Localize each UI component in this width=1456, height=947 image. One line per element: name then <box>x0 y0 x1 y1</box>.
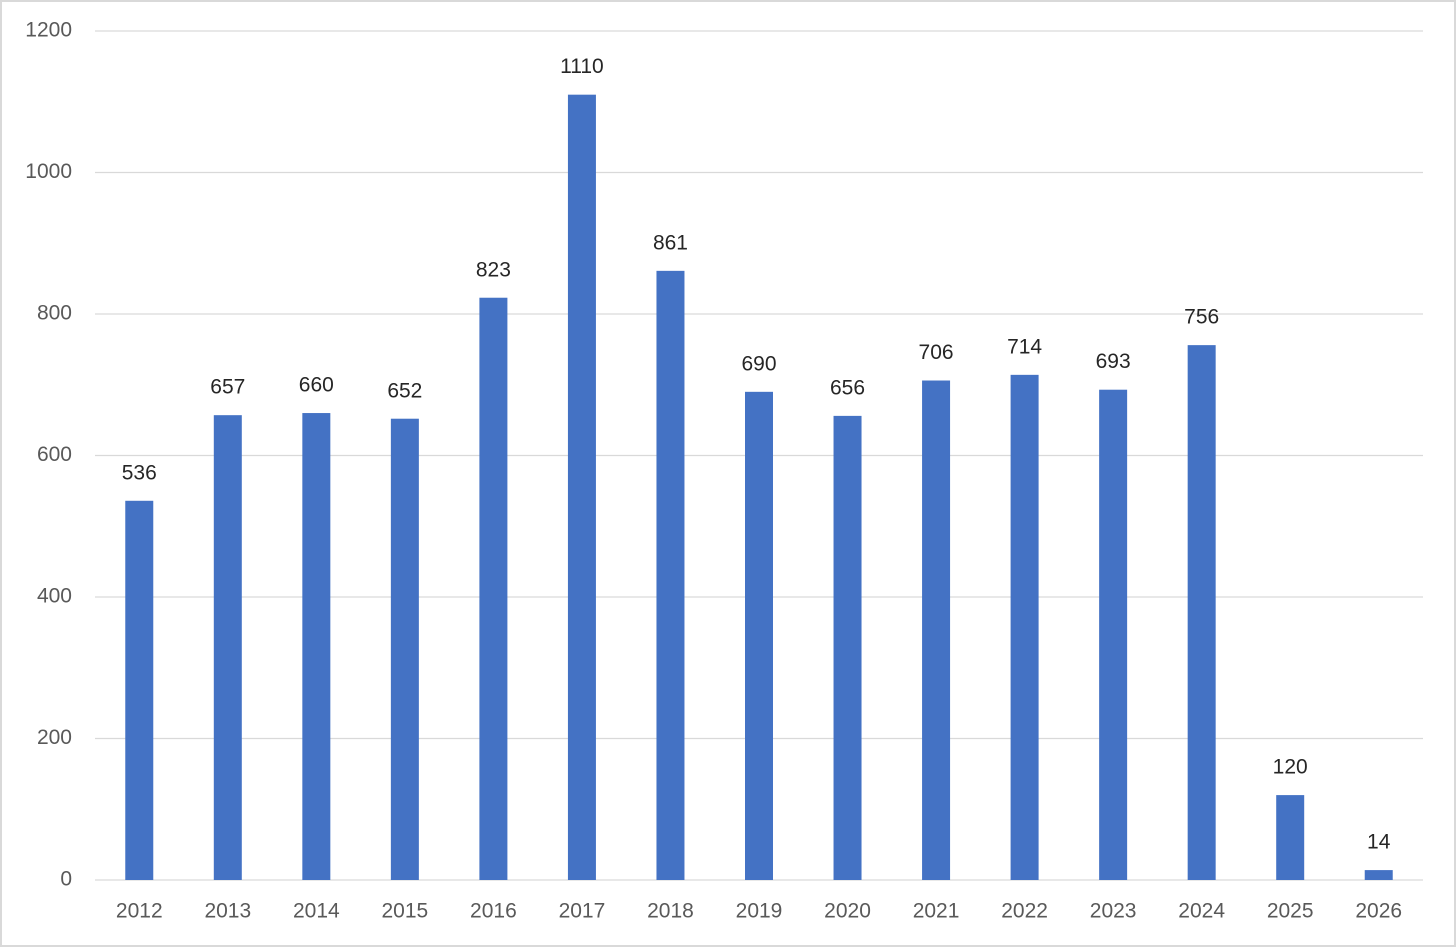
bar <box>390 418 419 880</box>
x-tick-label: 2013 <box>204 900 251 923</box>
bar <box>479 297 508 880</box>
x-tick-label: 2018 <box>647 900 694 923</box>
data-label: 714 <box>1007 335 1042 358</box>
y-tick-label: 1000 <box>25 160 72 183</box>
data-label: 14 <box>1367 831 1391 854</box>
x-tick-label: 2021 <box>913 900 960 923</box>
y-tick-label: 200 <box>37 726 72 749</box>
data-label: 656 <box>830 376 865 399</box>
x-tick-label: 2025 <box>1267 900 1314 923</box>
bar <box>1364 870 1393 880</box>
bar <box>302 413 331 880</box>
data-label: 861 <box>653 231 688 254</box>
bar <box>1276 795 1305 880</box>
data-label: 660 <box>299 374 334 397</box>
bar <box>1187 345 1216 880</box>
data-label: 1110 <box>560 55 604 78</box>
data-label: 657 <box>210 376 245 399</box>
bar <box>1010 374 1039 880</box>
x-tick-label: 2023 <box>1090 900 1137 923</box>
y-tick-label: 800 <box>37 302 72 325</box>
x-tick-label: 2020 <box>824 900 871 923</box>
y-tick-label: 400 <box>37 585 72 608</box>
y-tick-label: 1200 <box>25 19 72 42</box>
x-tick-label: 2014 <box>293 900 340 923</box>
bar <box>745 391 773 880</box>
x-tick-label: 2022 <box>1001 900 1048 923</box>
bar <box>833 415 862 880</box>
bar <box>1099 389 1128 880</box>
y-tick-label: 600 <box>37 443 72 466</box>
data-label: 706 <box>919 341 954 364</box>
bar <box>213 415 242 880</box>
bar <box>567 94 596 881</box>
data-label: 693 <box>1096 350 1131 373</box>
data-label: 823 <box>476 258 511 281</box>
bar <box>125 500 154 880</box>
x-tick-label: 2026 <box>1355 900 1402 923</box>
x-tick-label: 2019 <box>736 900 783 923</box>
bar <box>922 380 951 880</box>
data-label: 652 <box>387 379 422 402</box>
data-label: 756 <box>1184 306 1219 329</box>
x-tick-label: 2012 <box>116 900 163 923</box>
bar <box>656 270 685 880</box>
x-tick-label: 2016 <box>470 900 517 923</box>
data-label: 120 <box>1273 756 1308 779</box>
x-tick-label: 2024 <box>1178 900 1225 923</box>
y-tick-label: 0 <box>60 868 72 891</box>
data-label: 536 <box>122 461 157 484</box>
data-label: 690 <box>741 352 776 375</box>
x-tick-label: 2015 <box>382 900 429 923</box>
x-tick-label: 2017 <box>559 900 606 923</box>
